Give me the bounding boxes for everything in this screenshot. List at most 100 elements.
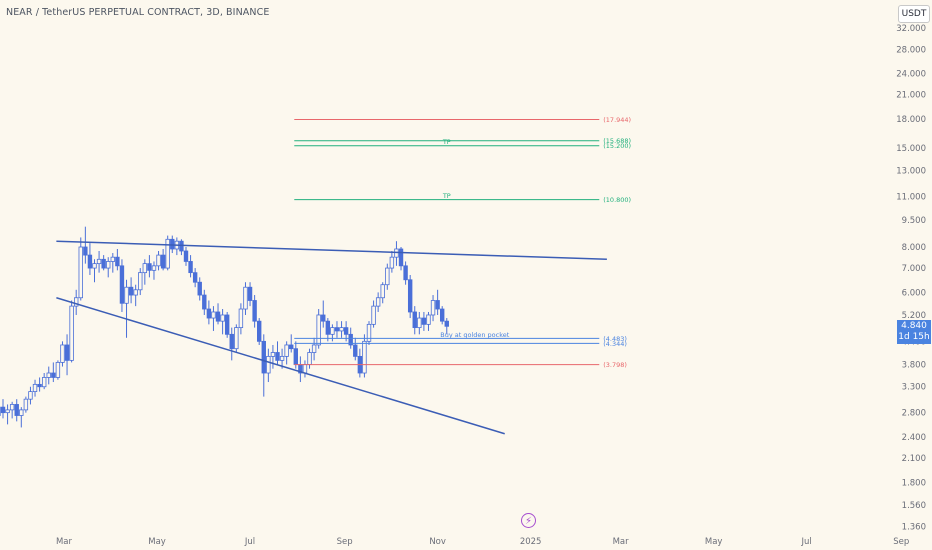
x-tick-label: May	[705, 537, 723, 547]
candle-body	[124, 286, 129, 304]
y-tick-label: 24.000	[896, 70, 926, 80]
candle-body	[51, 372, 56, 378]
candle-body	[0, 406, 6, 414]
candle-body	[311, 344, 317, 353]
candle-body	[92, 263, 97, 269]
y-tick-label: 1.800	[902, 478, 926, 488]
candle-body	[170, 238, 175, 250]
candle-body	[412, 311, 417, 329]
bar-countdown: 1d 15h	[898, 332, 930, 342]
chart-title: NEAR / TetherUS PERPETUAL CONTRACT, 3D, …	[6, 7, 270, 18]
last-price-badge: 4.840 1d 15h	[897, 320, 931, 344]
candle-body	[270, 352, 276, 357]
candle-body	[307, 352, 312, 365]
candle-body	[165, 238, 170, 269]
candle-body	[321, 314, 326, 322]
x-tick-label: May	[148, 537, 166, 547]
candle-body	[325, 320, 331, 335]
candle-body	[215, 311, 221, 322]
candle-body	[266, 355, 271, 374]
candle-body	[41, 377, 47, 388]
y-tick-label: 2.400	[902, 433, 926, 443]
candle-body	[430, 300, 436, 316]
trendline-upper	[56, 240, 607, 261]
candle-body	[19, 409, 24, 416]
candle-body	[55, 362, 61, 378]
candle-body	[284, 344, 289, 357]
candle-body	[435, 300, 440, 310]
candle-body	[183, 250, 189, 262]
candle-body	[151, 265, 157, 271]
candle-body	[343, 327, 349, 335]
candle-body	[339, 327, 344, 332]
candle-body	[348, 333, 353, 346]
y-tick-label: 2.100	[902, 454, 926, 464]
candle-body	[243, 286, 248, 310]
candle-body	[101, 258, 106, 269]
candle-body	[421, 317, 427, 325]
candle-body	[142, 263, 148, 274]
y-tick-label: 1.560	[902, 501, 926, 511]
candle-body	[83, 246, 88, 256]
currency-selector[interactable]: USDT	[898, 5, 930, 23]
price-level-label: (10.800)	[603, 196, 631, 204]
candle-body	[5, 409, 10, 414]
candle-body	[69, 305, 74, 361]
y-tick-label: 32.000	[896, 24, 926, 34]
candle-body	[192, 272, 198, 283]
candle-body	[375, 297, 381, 307]
candle-body	[403, 265, 408, 281]
candle-body	[197, 281, 202, 296]
candle-body	[147, 263, 152, 271]
candle-body	[444, 320, 449, 327]
candle-body	[252, 300, 257, 322]
candle-body	[289, 344, 294, 350]
candle-body	[417, 317, 422, 329]
candle-body	[353, 344, 358, 357]
y-tick-label: 6.000	[902, 288, 926, 298]
candle-body	[229, 333, 234, 350]
candle-body	[256, 320, 262, 342]
candle-body	[115, 256, 120, 267]
candle-body	[279, 355, 285, 361]
candle-body	[211, 311, 216, 319]
candle-body	[60, 344, 65, 363]
candle-body	[96, 258, 102, 265]
last-price-value: 4.840	[901, 321, 927, 331]
candle-body	[316, 314, 321, 346]
candle-body	[46, 372, 51, 378]
candle-body	[32, 383, 38, 393]
candle-body	[106, 261, 111, 269]
candle-body	[202, 294, 207, 310]
y-tick-label: 28.000	[896, 45, 926, 55]
price-level-label: (4.344)	[603, 340, 627, 348]
x-tick-label: Jul	[801, 537, 812, 547]
y-tick-label: 9.500	[902, 216, 926, 226]
price-level-note: TP	[442, 192, 451, 200]
x-tick-label: 2025	[520, 537, 542, 547]
y-tick-label: 5.200	[902, 311, 926, 321]
candle-body	[330, 327, 335, 335]
candle-body	[302, 364, 308, 374]
candle-body	[238, 308, 244, 329]
x-tick-label: Sep	[893, 537, 909, 547]
price-level-note: Buy at golden pocket	[440, 331, 510, 339]
x-tick-label: Mar	[56, 537, 73, 547]
y-tick-label: 8.000	[902, 243, 926, 253]
candle-body	[380, 284, 385, 299]
price-level-label: (4.483)	[603, 335, 627, 343]
candle-body	[14, 404, 19, 416]
lightning-icon[interactable]: ⚡	[521, 513, 536, 528]
candle-body	[247, 286, 253, 301]
candle-body	[371, 305, 376, 325]
candle-body	[220, 314, 225, 322]
candle-body	[293, 348, 298, 365]
price-level-label: (17.944)	[603, 116, 631, 124]
candle-body	[78, 246, 83, 299]
y-tick-label: 2.800	[902, 409, 926, 419]
candle-body	[138, 272, 143, 291]
candle-body	[362, 340, 367, 374]
candle-body	[426, 314, 431, 325]
candle-body	[37, 383, 42, 388]
